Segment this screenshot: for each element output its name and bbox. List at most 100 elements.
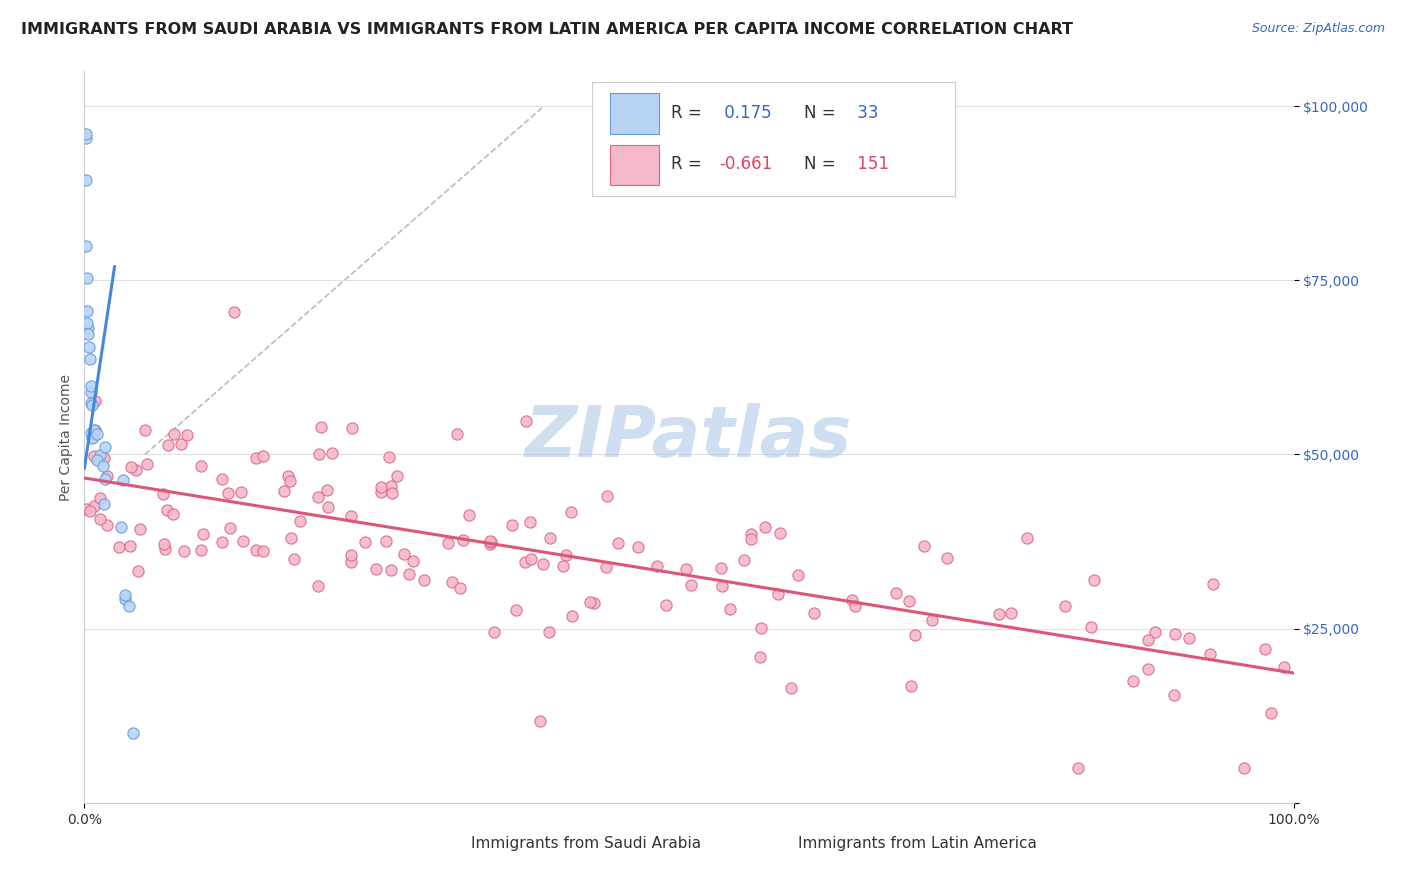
Point	[120, 459, 142, 474]
Point	[1202, 576, 1225, 591]
Point	[1000, 606, 1022, 620]
Point	[413, 574, 436, 588]
Point	[482, 625, 505, 640]
Point	[96, 468, 118, 483]
Point	[76, 316, 98, 330]
Text: 33: 33	[852, 104, 879, 122]
Point	[392, 547, 415, 561]
Point	[353, 535, 375, 549]
Text: 0.175: 0.175	[720, 104, 772, 122]
Point	[76, 303, 98, 318]
Point	[288, 515, 311, 529]
Point	[441, 575, 464, 590]
Point	[91, 458, 114, 473]
Point	[740, 527, 762, 541]
Point	[93, 440, 115, 454]
Point	[1233, 761, 1256, 775]
Point	[786, 568, 808, 582]
Point	[1136, 632, 1159, 647]
Point	[803, 607, 825, 621]
Point	[156, 502, 179, 516]
Point	[273, 484, 295, 499]
Point	[1083, 574, 1105, 588]
Point	[936, 550, 959, 565]
Point	[515, 414, 537, 428]
Point	[1178, 632, 1201, 646]
Point	[89, 448, 111, 462]
Point	[436, 536, 458, 550]
Point	[191, 526, 214, 541]
Point	[1163, 689, 1185, 703]
Point	[93, 472, 115, 486]
Point	[710, 561, 733, 575]
Point	[537, 625, 560, 640]
Point	[152, 487, 174, 501]
Point	[125, 463, 148, 477]
Point	[596, 489, 619, 503]
Text: Immigrants from Latin America: Immigrants from Latin America	[797, 836, 1036, 851]
Point	[219, 521, 242, 535]
Point	[121, 726, 143, 740]
Point	[1198, 647, 1220, 661]
Point	[1017, 532, 1039, 546]
Point	[340, 548, 363, 562]
Point	[339, 555, 361, 569]
Text: R =: R =	[671, 104, 702, 122]
Point	[1067, 761, 1090, 775]
Point	[740, 532, 762, 546]
Point	[1272, 660, 1295, 674]
Point	[114, 591, 136, 606]
Point	[1144, 625, 1167, 640]
Point	[86, 453, 108, 467]
Point	[217, 485, 239, 500]
Point	[80, 396, 103, 410]
Point	[912, 539, 935, 553]
Point	[1260, 706, 1282, 720]
Point	[1137, 663, 1160, 677]
Point	[1053, 599, 1076, 614]
Point	[675, 562, 697, 576]
Text: N =: N =	[804, 155, 835, 173]
Point	[307, 579, 329, 593]
Point	[80, 384, 103, 399]
Point	[252, 543, 274, 558]
Point	[595, 559, 617, 574]
Text: ZIPatlas: ZIPatlas	[526, 402, 852, 472]
Point	[277, 468, 299, 483]
Point	[89, 491, 111, 505]
Point	[135, 457, 157, 471]
Text: IMMIGRANTS FROM SAUDI ARABIA VS IMMIGRANTS FROM LATIN AMERICA PER CAPITA INCOME : IMMIGRANTS FROM SAUDI ARABIA VS IMMIGRAN…	[21, 22, 1073, 37]
Point	[681, 578, 703, 592]
Point	[553, 558, 575, 573]
Point	[769, 526, 792, 541]
Point	[190, 543, 212, 558]
Point	[129, 522, 152, 536]
Point	[176, 427, 198, 442]
Point	[283, 552, 305, 566]
Point	[446, 427, 468, 442]
Point	[515, 555, 537, 569]
Point	[252, 450, 274, 464]
Point	[370, 485, 392, 500]
Point	[555, 548, 578, 562]
Point	[380, 563, 402, 577]
Point	[224, 304, 246, 318]
Point	[96, 518, 118, 533]
Point	[531, 558, 554, 572]
Point	[505, 603, 527, 617]
Point	[93, 497, 115, 511]
Point	[900, 679, 922, 693]
Point	[921, 613, 943, 627]
Point	[1163, 627, 1185, 641]
Point	[380, 479, 402, 493]
Point	[479, 535, 502, 549]
Point	[170, 437, 193, 451]
Point	[245, 451, 267, 466]
Point	[110, 520, 132, 534]
Point	[93, 451, 115, 466]
Point	[449, 581, 471, 595]
Point	[173, 543, 195, 558]
Text: Source: ZipAtlas.com: Source: ZipAtlas.com	[1251, 22, 1385, 36]
Point	[118, 539, 141, 553]
Point	[127, 564, 149, 578]
